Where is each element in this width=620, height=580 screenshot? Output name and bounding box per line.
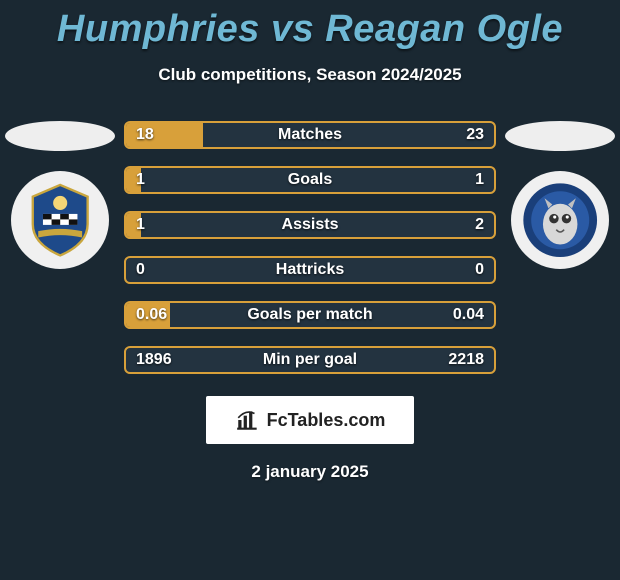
brand-chart-icon [235,407,261,433]
stat-row-matches: 18 Matches 23 [124,121,496,149]
left-player-column [0,121,120,269]
stat-label: Goals [288,171,332,189]
left-value: 0 [136,261,145,279]
stat-label: Min per goal [263,351,357,369]
oldham-crest-icon [521,181,599,259]
left-club-crest [11,171,109,269]
right-value: 2 [475,216,484,234]
footer-date: 2 january 2025 [0,462,620,482]
stat-rows: 18 Matches 23 1 Goals 1 1 Assists 2 0 Ha… [124,121,496,374]
stat-label: Hattricks [276,261,344,279]
brand-text: FcTables.com [267,410,386,431]
brand-box: FcTables.com [206,396,414,444]
right-value: 2218 [448,351,484,369]
right-club-crest [511,171,609,269]
stat-label: Assists [282,216,339,234]
left-value: 1 [136,171,145,189]
left-value: 0.06 [136,306,167,324]
stat-row-assists: 1 Assists 2 [124,211,496,239]
right-value: 0.04 [453,306,484,324]
comparison-zone: 18 Matches 23 1 Goals 1 1 Assists 2 0 Ha… [0,121,620,374]
page-title: Humphries vs Reagan Ogle [0,0,620,51]
stat-label: Matches [278,126,342,144]
subtitle: Club competitions, Season 2024/2025 [0,65,620,85]
right-value: 23 [466,126,484,144]
stat-row-goals: 1 Goals 1 [124,166,496,194]
right-value: 1 [475,171,484,189]
stat-label: Goals per match [247,306,372,324]
right-value: 0 [475,261,484,279]
left-flag-ellipse [5,121,115,151]
right-player-column [500,121,620,269]
stat-row-min-per-goal: 1896 Min per goal 2218 [124,346,496,374]
right-flag-ellipse [505,121,615,151]
left-value: 18 [136,126,154,144]
stat-row-hattricks: 0 Hattricks 0 [124,256,496,284]
eastleigh-crest-icon [21,181,99,259]
left-value: 1896 [136,351,172,369]
left-value: 1 [136,216,145,234]
stat-row-goals-per-match: 0.06 Goals per match 0.04 [124,301,496,329]
